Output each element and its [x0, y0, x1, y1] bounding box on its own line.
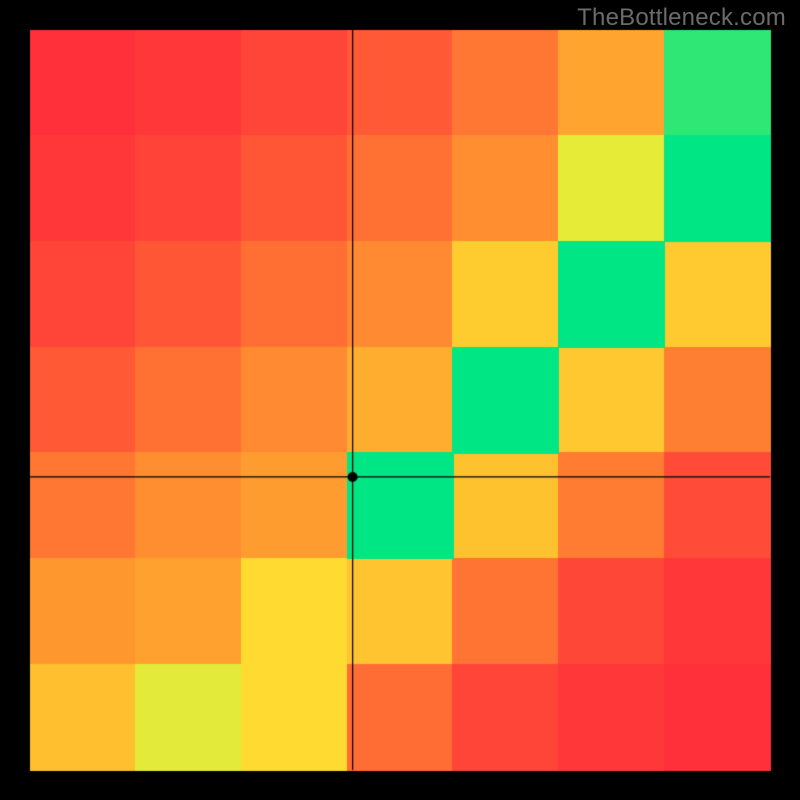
watermark-text: TheBottleneck.com — [577, 4, 786, 32]
chart-container: TheBottleneck.com — [0, 0, 800, 800]
heatmap-canvas — [0, 0, 800, 800]
